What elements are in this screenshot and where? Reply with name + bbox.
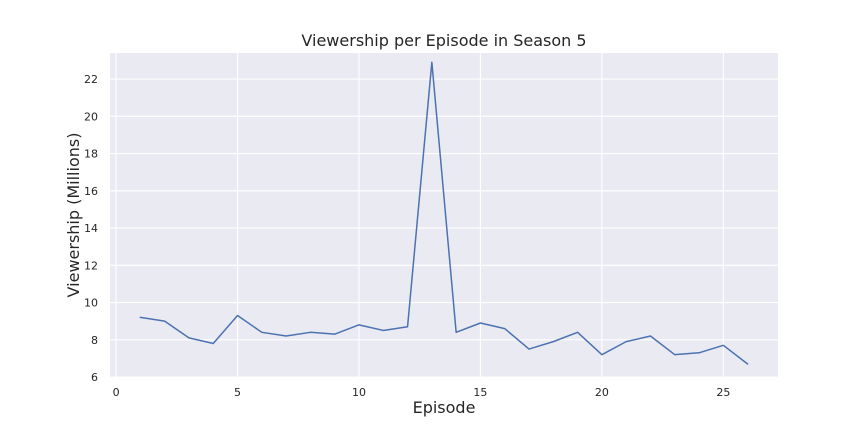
- y-axis-label: Viewership (Millions): [64, 133, 83, 298]
- chart-title: Viewership per Episode in Season 5: [301, 31, 586, 50]
- y-tick-label: 20: [84, 110, 98, 123]
- x-axis-label: Episode: [413, 398, 476, 417]
- series-line: [139, 61, 749, 365]
- y-tick-label: 10: [84, 297, 98, 310]
- x-tick-label: 5: [234, 386, 241, 399]
- y-tick-label: 16: [84, 185, 98, 198]
- x-tick-label: 25: [716, 386, 730, 399]
- x-tick-label: 0: [113, 386, 120, 399]
- y-tick-label: 8: [91, 334, 98, 347]
- y-tick-label: 22: [84, 73, 98, 86]
- plot-area: [110, 53, 778, 377]
- y-tick-label: 12: [84, 259, 98, 272]
- x-tick-label: 10: [352, 386, 366, 399]
- y-tick-label: 14: [84, 222, 98, 235]
- series-layer: [139, 61, 749, 365]
- x-tick-label: 15: [473, 386, 487, 399]
- tick-labels: 0 5 10 15 20 25 6 8 10 12 14 16 18 20 22: [84, 73, 730, 399]
- x-tick-label: 20: [595, 386, 609, 399]
- y-tick-label: 18: [84, 148, 98, 161]
- grid: [110, 53, 778, 378]
- y-tick-label: 6: [91, 371, 98, 384]
